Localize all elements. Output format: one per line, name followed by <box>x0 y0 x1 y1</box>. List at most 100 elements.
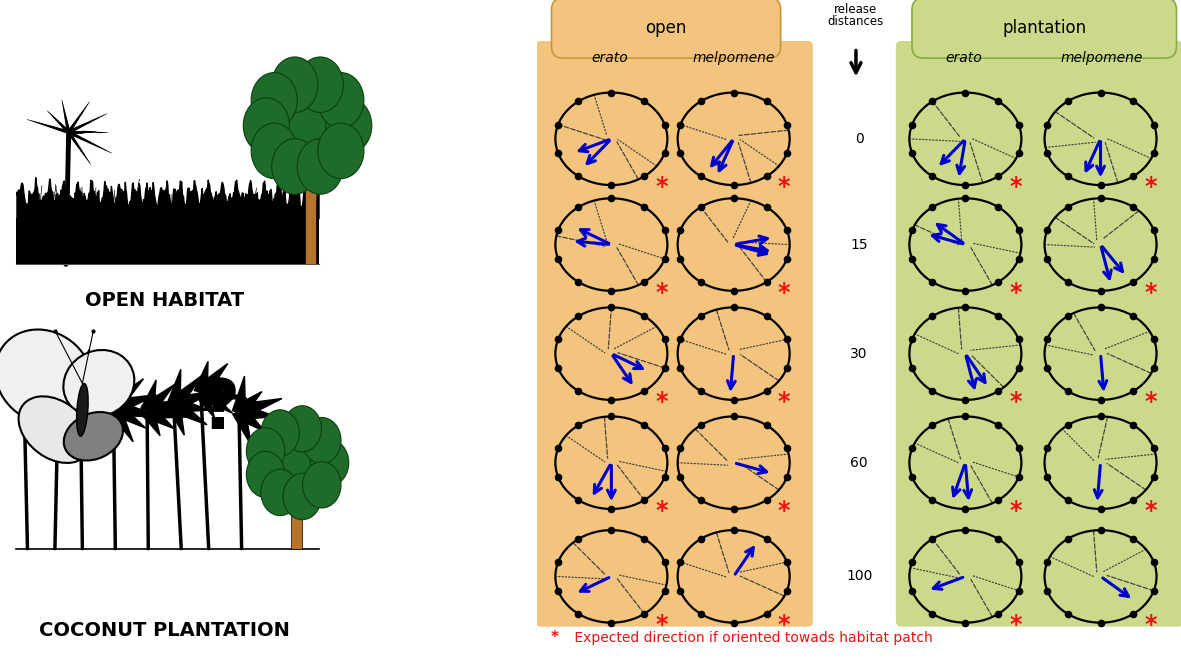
Polygon shape <box>196 364 228 397</box>
Circle shape <box>302 418 341 464</box>
Polygon shape <box>141 380 156 412</box>
Circle shape <box>298 57 344 112</box>
Circle shape <box>311 440 348 486</box>
Circle shape <box>298 139 344 194</box>
Text: *: * <box>778 499 790 524</box>
Text: erato: erato <box>945 51 981 65</box>
Polygon shape <box>167 369 181 406</box>
Ellipse shape <box>64 350 135 417</box>
Text: *: * <box>1010 390 1022 414</box>
Polygon shape <box>109 379 143 412</box>
Polygon shape <box>141 408 161 436</box>
Text: distances: distances <box>828 15 885 28</box>
Polygon shape <box>52 383 71 410</box>
Text: open: open <box>645 19 687 37</box>
Text: 100: 100 <box>846 569 873 584</box>
Circle shape <box>326 98 372 153</box>
Text: plantation: plantation <box>1003 19 1087 37</box>
Polygon shape <box>19 369 54 403</box>
Text: *: * <box>1010 499 1022 524</box>
Polygon shape <box>168 403 184 435</box>
Text: *: * <box>1144 390 1157 414</box>
Text: 30: 30 <box>850 346 868 361</box>
Polygon shape <box>24 390 64 405</box>
Ellipse shape <box>19 397 91 463</box>
Polygon shape <box>111 395 156 415</box>
Bar <box>305 178 315 264</box>
Text: *: * <box>778 175 790 200</box>
Polygon shape <box>79 373 123 389</box>
FancyBboxPatch shape <box>535 41 813 627</box>
Circle shape <box>252 73 298 128</box>
Polygon shape <box>145 401 191 418</box>
Polygon shape <box>56 375 92 393</box>
Polygon shape <box>106 373 120 408</box>
Polygon shape <box>20 392 54 419</box>
Text: 60: 60 <box>850 455 868 470</box>
Polygon shape <box>18 395 38 434</box>
Polygon shape <box>54 379 90 407</box>
Text: *: * <box>655 390 668 414</box>
Circle shape <box>302 461 341 508</box>
Polygon shape <box>234 391 262 417</box>
Circle shape <box>283 406 321 452</box>
Text: *: * <box>1010 281 1022 305</box>
Circle shape <box>243 98 289 153</box>
Circle shape <box>272 57 318 112</box>
Polygon shape <box>237 404 276 420</box>
Polygon shape <box>170 399 207 425</box>
Text: ?: ? <box>200 376 240 444</box>
Bar <box>291 483 302 549</box>
Polygon shape <box>76 361 102 386</box>
Polygon shape <box>200 384 247 400</box>
Text: *: * <box>1144 281 1157 305</box>
Polygon shape <box>22 387 64 405</box>
Polygon shape <box>196 386 233 413</box>
Polygon shape <box>146 403 193 418</box>
FancyBboxPatch shape <box>912 0 1176 58</box>
Polygon shape <box>233 376 246 412</box>
Circle shape <box>283 473 321 520</box>
Polygon shape <box>57 377 99 393</box>
Text: *: * <box>550 631 559 645</box>
Polygon shape <box>107 404 133 442</box>
Text: *: * <box>1144 499 1157 524</box>
Text: melpomene: melpomene <box>1061 51 1143 65</box>
Bar <box>17 218 319 264</box>
Ellipse shape <box>64 412 123 461</box>
Polygon shape <box>54 364 85 391</box>
Text: *: * <box>1010 175 1022 200</box>
Circle shape <box>252 123 298 178</box>
Text: *: * <box>1010 613 1022 637</box>
Polygon shape <box>195 389 215 418</box>
Text: 15: 15 <box>850 237 868 252</box>
Circle shape <box>247 428 285 474</box>
Text: *: * <box>655 175 668 200</box>
Ellipse shape <box>261 79 354 172</box>
Text: *: * <box>655 613 668 637</box>
Text: *: * <box>778 281 790 305</box>
Text: *: * <box>1144 175 1157 200</box>
FancyBboxPatch shape <box>896 41 1181 627</box>
Ellipse shape <box>0 329 92 424</box>
Polygon shape <box>73 349 90 383</box>
Text: release: release <box>834 3 877 16</box>
Polygon shape <box>234 406 265 432</box>
Polygon shape <box>18 367 34 399</box>
Text: *: * <box>655 281 668 305</box>
Circle shape <box>272 139 318 194</box>
Circle shape <box>318 73 364 128</box>
Polygon shape <box>169 375 202 409</box>
FancyBboxPatch shape <box>552 0 781 58</box>
Polygon shape <box>112 400 161 417</box>
Polygon shape <box>76 375 112 406</box>
Circle shape <box>261 469 299 516</box>
Polygon shape <box>142 385 174 416</box>
Text: erato: erato <box>590 51 628 65</box>
Polygon shape <box>109 401 145 428</box>
Polygon shape <box>198 385 233 400</box>
Circle shape <box>247 451 285 498</box>
Circle shape <box>318 123 364 178</box>
Text: *: * <box>778 390 790 414</box>
Text: 0: 0 <box>855 132 863 146</box>
